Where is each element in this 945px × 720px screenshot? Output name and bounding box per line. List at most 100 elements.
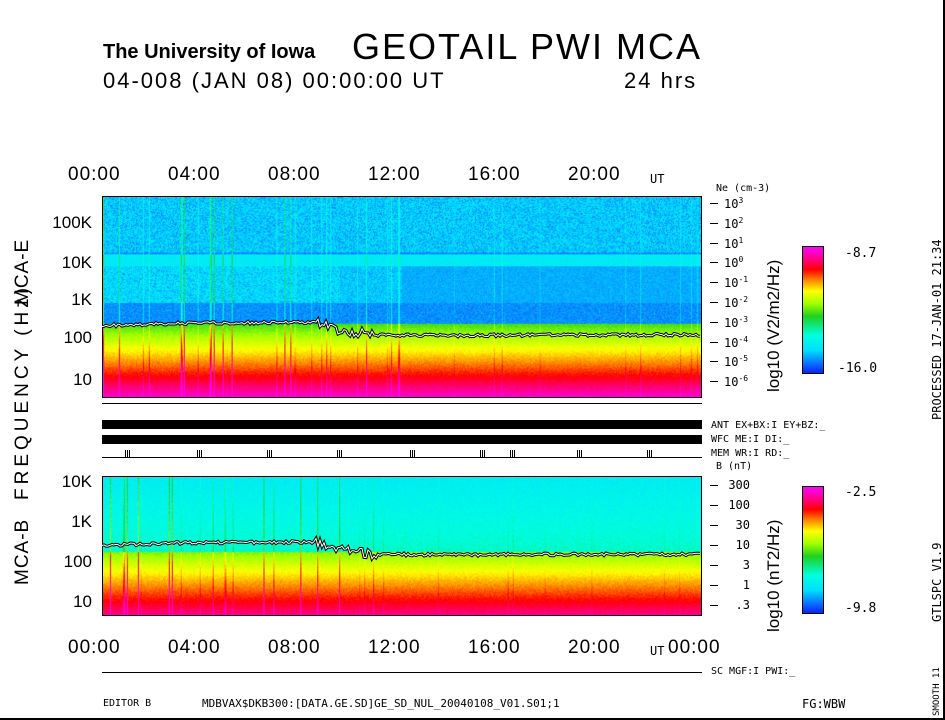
ant-status: ANT EX+BX:I EY+BZ:_	[711, 420, 826, 431]
mem-mark	[267, 450, 268, 457]
mem-mark	[409, 450, 411, 457]
right-axis-tick-label: 10-3	[724, 314, 749, 330]
institution: The University of Iowa	[103, 41, 316, 63]
plasma-frequency-line	[102, 534, 701, 563]
right-axis-tick-label: 101	[724, 235, 744, 251]
x-tick-label: 12:00	[368, 164, 421, 185]
right-axis-tick	[710, 525, 718, 526]
right-axis-tick	[710, 222, 718, 224]
frequency-axis-label: FREQUENCY (Hz)	[12, 283, 33, 500]
sc-status-line	[102, 672, 702, 673]
x-tick-label: 16:00	[468, 637, 521, 658]
right-axis-tick	[710, 242, 718, 244]
b-axis-label: B (nT)	[716, 461, 753, 472]
mem-mark	[124, 450, 126, 457]
ut-label: UT	[650, 644, 665, 658]
right-axis-tick	[710, 381, 718, 383]
mem-mark	[197, 450, 198, 457]
x-tick-label: 00:00	[68, 164, 121, 185]
ne-axis-label: Ne (cm-3)	[716, 183, 771, 194]
x-tick-label: 00:00	[68, 637, 121, 658]
plot-title: GEOTAIL PWI MCA	[352, 26, 703, 67]
sc-status: SC MGF:I PWI:_	[711, 666, 796, 677]
x-tick-label: 04:00	[168, 637, 221, 658]
x-tick-label: 20:00	[568, 637, 621, 658]
mca-e-overlay-line	[102, 315, 701, 340]
right-axis-tick-label: 10-4	[724, 334, 749, 350]
right-axis-tick-label: 10-6	[724, 374, 749, 390]
x-tick-label: 08:00	[268, 164, 321, 185]
mem-mark	[647, 450, 648, 457]
fg-label: FG:WBW	[802, 697, 846, 711]
colorbar-label: log10 (V2/m2/Hz)	[764, 259, 783, 392]
mem-mark	[126, 450, 128, 457]
right-axis-tick	[710, 302, 718, 303]
mem-mark	[269, 450, 270, 457]
mem-mark	[413, 450, 415, 457]
mem-status: MEM WR:I RD:_	[711, 448, 790, 459]
x-tick-label: 08:00	[268, 637, 321, 658]
colorbar-min: -9.8	[845, 601, 877, 616]
x-tick-label: 16:00	[468, 164, 521, 185]
right-axis-tick-label: 1	[742, 578, 750, 592]
mem-mark	[199, 450, 200, 457]
ut-label: UT	[650, 172, 665, 186]
mem-mark	[411, 450, 413, 457]
mca-e-spectrogram	[102, 196, 702, 398]
y-tick-label: 10	[73, 592, 92, 611]
right-axis-tick-label: 3	[742, 558, 750, 572]
editor-label: EDITOR B	[103, 698, 152, 709]
axis-line	[102, 403, 702, 404]
y-tick-label: 1K	[71, 512, 92, 531]
plasma-frequency-line	[102, 537, 701, 560]
wfc-status-bar	[102, 435, 702, 444]
colorbar-max: -8.7	[845, 246, 877, 261]
right-axis-tick	[710, 485, 718, 486]
x-tick-label: 12:00	[368, 637, 421, 658]
right-axis-tick-label: 300	[728, 478, 750, 492]
mca-b-overlay-line	[102, 534, 701, 563]
wfc-status: WFC ME:I DI:_	[711, 434, 790, 445]
right-axis-tick-label: 30	[735, 518, 750, 532]
mem-status-line	[102, 457, 702, 458]
right-axis-tick-label: 100	[724, 255, 744, 271]
mem-mark	[201, 450, 202, 457]
right-axis-tick-label: 103	[724, 196, 744, 211]
mem-mark	[651, 450, 652, 457]
y-tick-label: 10K	[61, 253, 92, 272]
mem-mark	[339, 450, 340, 457]
mem-mark	[513, 450, 515, 457]
mem-mark	[337, 450, 338, 457]
version-stamp: GTLSPC V1.9	[930, 542, 944, 622]
colorbar-label: log10 (nT2/Hz)	[764, 519, 783, 632]
right-axis-tick-label: 100	[728, 498, 750, 512]
colorbar-max: -2.5	[845, 485, 877, 500]
plasma-frequency-line	[102, 318, 701, 338]
mem-mark	[581, 450, 582, 457]
mem-mark	[511, 450, 513, 457]
right-axis-tick	[710, 361, 718, 363]
x-tick-label: 00:00	[668, 637, 721, 658]
right-axis-tick-label: 10	[735, 538, 750, 552]
data-file-path: MDBVAX$DKB300:[DATA.GE.SD]GE_SD_NUL_2004…	[202, 697, 560, 710]
right-axis-tick	[710, 262, 718, 264]
x-tick-label: 04:00	[168, 164, 221, 185]
mca-e-colorbar	[802, 246, 824, 374]
right-axis-tick-label: 10-1	[724, 275, 749, 291]
processed-stamp: PROCESSED 17-JAN-01 21:34	[930, 239, 944, 420]
mem-mark	[577, 450, 578, 457]
right-axis-tick-label: .3	[735, 598, 750, 612]
mem-mark	[128, 450, 130, 457]
mca-b-colorbar	[802, 486, 824, 614]
right-axis-tick	[710, 282, 718, 284]
y-tick-label: 100K	[52, 213, 92, 232]
mem-mark	[649, 450, 650, 457]
right-axis-tick	[710, 605, 718, 606]
mem-mark	[479, 450, 481, 457]
mem-mark	[481, 450, 483, 457]
date-line: 04-008 (JAN 08) 00:00:00 UT	[103, 68, 446, 93]
mem-mark	[271, 450, 272, 457]
right-axis-tick	[710, 341, 718, 343]
mem-mark	[483, 450, 485, 457]
